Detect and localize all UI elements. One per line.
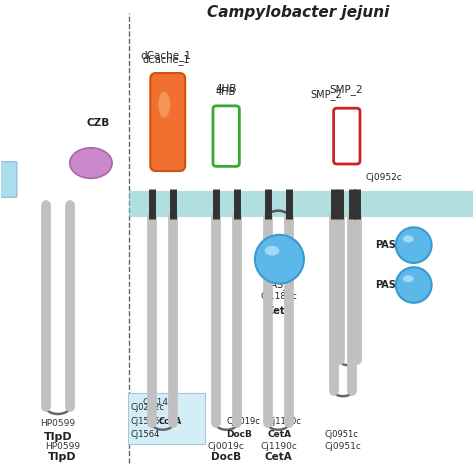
Text: HP0599: HP0599: [40, 419, 75, 428]
Text: Cj0144: Cj0144: [143, 398, 174, 407]
FancyBboxPatch shape: [213, 106, 239, 166]
Text: CetA: CetA: [268, 429, 292, 438]
Text: Cj1506c: Cj1506c: [131, 417, 165, 426]
Ellipse shape: [255, 235, 304, 283]
Text: HP0599: HP0599: [45, 442, 80, 451]
Text: SMP_2: SMP_2: [329, 84, 363, 95]
Text: CetB: CetB: [266, 306, 292, 316]
Text: Cj0951c: Cj0951c: [325, 442, 362, 451]
FancyBboxPatch shape: [128, 393, 205, 444]
Ellipse shape: [403, 275, 414, 283]
Text: Cj0019c: Cj0019c: [226, 417, 260, 426]
Text: Cj0952c: Cj0952c: [365, 173, 402, 182]
FancyBboxPatch shape: [128, 191, 474, 217]
Text: PAS_9: PAS_9: [375, 240, 408, 250]
Text: DocB: DocB: [211, 452, 241, 462]
Text: TlpD: TlpD: [44, 432, 72, 442]
Ellipse shape: [403, 236, 414, 243]
Text: Cj0951c: Cj0951c: [325, 429, 358, 438]
Ellipse shape: [396, 267, 432, 303]
Text: Cj1189c: Cj1189c: [261, 292, 298, 301]
Text: Cj1190c: Cj1190c: [268, 417, 301, 426]
Text: DocB: DocB: [226, 429, 252, 438]
Ellipse shape: [70, 148, 112, 178]
FancyBboxPatch shape: [0, 162, 17, 197]
Text: 4HB: 4HB: [216, 87, 236, 98]
FancyBboxPatch shape: [150, 73, 185, 171]
Ellipse shape: [158, 91, 170, 118]
Text: CcaA: CcaA: [158, 417, 182, 426]
FancyBboxPatch shape: [334, 108, 360, 164]
Text: TlpD: TlpD: [48, 452, 77, 462]
Text: Cj0262c: Cj0262c: [131, 403, 165, 412]
Text: PAS_9: PAS_9: [375, 280, 408, 290]
Text: Campylobacter jejuni: Campylobacter jejuni: [207, 5, 390, 20]
Text: dCache_1: dCache_1: [141, 50, 192, 61]
Text: CetA: CetA: [264, 452, 292, 462]
Text: SMP_2: SMP_2: [310, 89, 342, 100]
Text: CZB: CZB: [86, 118, 109, 128]
Text: PAS_3: PAS_3: [265, 279, 294, 290]
Text: Cj1190c: Cj1190c: [260, 442, 297, 451]
Text: Cj0019c: Cj0019c: [208, 442, 245, 451]
Ellipse shape: [264, 246, 279, 255]
Text: dCache_1: dCache_1: [143, 54, 190, 64]
Ellipse shape: [396, 228, 432, 263]
Text: 4HB: 4HB: [215, 84, 237, 94]
Text: Cj1564: Cj1564: [131, 429, 160, 438]
